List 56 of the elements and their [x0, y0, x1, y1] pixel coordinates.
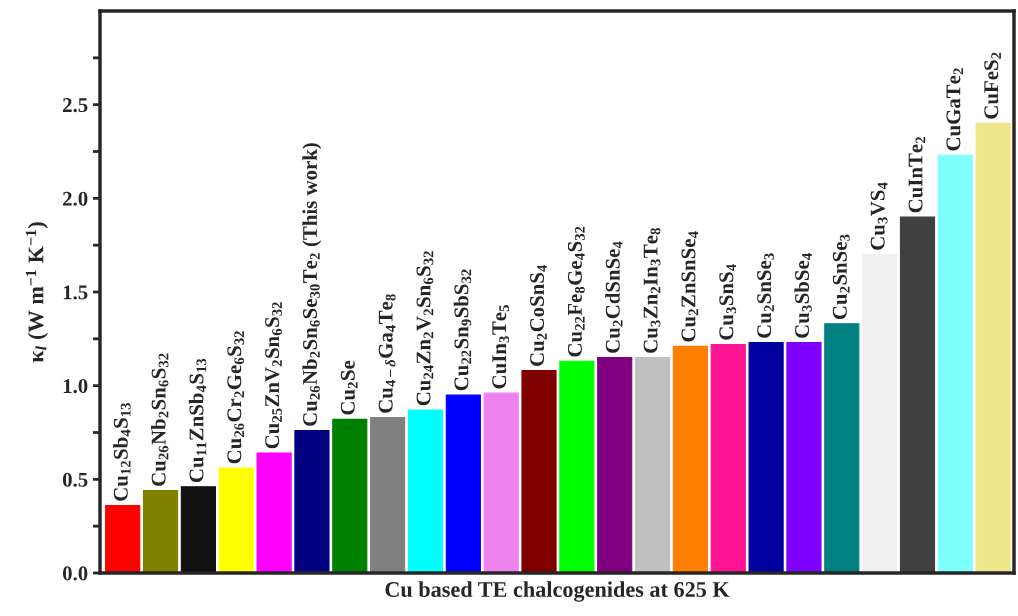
x-tick-label: Cu$_{2}$SnSe$_{3}$ — [832, 234, 850, 320]
x-tick-label: Cu$_{3}$VS$_{4}$ — [870, 182, 888, 250]
x-tick-label: Cu$_{26}$Nb$_{2}$Sn$_{6}$S$_{32}$ — [150, 353, 169, 486]
bar — [710, 343, 746, 573]
y-tick-label: 2.0 — [63, 191, 88, 206]
x-axis-title: Cu based TE chalcogenides at 625 K — [385, 581, 730, 602]
y-tick-label: 1.0 — [63, 379, 88, 394]
x-tick-label: Cu$_{3}$Zn$_{2}$In$_{3}$Te$_{8}$ — [643, 228, 661, 353]
bar — [862, 253, 898, 573]
x-tick-label: Cu$_{2}$CoSnS$_{4}$ — [530, 264, 547, 366]
x-tick-label: CuGaTe$_{2}$ — [946, 68, 964, 151]
bar — [975, 122, 1011, 573]
x-tick-label: Cu$_{2}$CdSnSe$_{4}$ — [605, 241, 623, 353]
x-tick-label: CuInTe$_{2}$ — [908, 137, 926, 213]
y-tick-label: 1.5 — [63, 285, 88, 300]
bar — [332, 418, 368, 573]
x-tick-label: Cu$_{4−δ}$Ga$_{4}$Te$_{8}$ — [378, 294, 396, 413]
x-tick-label: Cu$_{22}$Sn$_{9}$SbS$_{32}$ — [453, 269, 472, 391]
bar — [824, 323, 860, 573]
y-tick-label: 0.5 — [62, 472, 88, 487]
y-tick-label: 0.0 — [62, 566, 88, 581]
bar — [899, 216, 936, 573]
x-tick-label: Cu$_{12}$Sb$_{4}$S$_{13}$ — [113, 403, 131, 501]
x-tick-label: Cu$_{22}$Fe$_{8}$Ge$_{4}$S$_{32}$ — [567, 226, 585, 357]
x-tick-label: Cu$_{26}$Cr$_{2}$Ge$_{6}$S$_{32}$ — [227, 331, 245, 464]
bar — [105, 505, 141, 573]
bar — [370, 416, 406, 573]
x-tick-label: Cu$_{3}$SbSe$_{4}$ — [794, 253, 812, 338]
bar — [937, 154, 973, 573]
category-label: Cu$_{26}$Nb$_{2}$Sn$_{6}$Se$_{30}$Te$_{2}$ (This work) — [302, 143, 322, 426]
bar — [597, 357, 633, 573]
bar — [559, 360, 595, 573]
bar — [218, 467, 254, 573]
bar — [180, 486, 216, 573]
bar — [483, 392, 519, 573]
bar — [142, 490, 179, 573]
bar — [672, 345, 708, 573]
x-tick-label: Cu$_{11}$ZnSb$_{4}$S$_{13}$ — [188, 358, 207, 483]
bar — [634, 357, 671, 573]
bar — [294, 430, 330, 573]
x-tick-label: Cu$_{2}$SnSe$_{3}$ — [757, 253, 774, 338]
bar — [445, 394, 481, 573]
y-tick-label: 2.5 — [63, 98, 88, 113]
category-label: Cu$_{24}$Zn$_{2}$V$_{2}$Sn$_{6}$S$_{32}$ — [416, 251, 434, 406]
bar — [407, 409, 444, 573]
bar — [786, 342, 822, 573]
x-tick-label: Cu$_{2}$ZnSnSe$_{4}$ — [681, 231, 699, 342]
x-tick-label: Cu$_{3}$SnS$_{4}$ — [719, 264, 737, 340]
x-tick-label: CuIn$_{3}$Te$_{5}$ — [492, 305, 510, 389]
x-tick-label: Cu$_{25}$ZnV$_{2}$Sn$_{6}$S$_{32}$ — [265, 302, 282, 449]
bar — [521, 370, 557, 573]
x-tick-label: CuFeS$_{2}$ — [984, 52, 1001, 119]
x-tick-label: Cu$_{2}$Se — [340, 360, 358, 415]
y-axis-title: κ$_{l}$ (W m$^{−1}$ K$^{−1}$) — [25, 222, 48, 363]
bar — [256, 452, 292, 573]
bar — [748, 342, 784, 573]
